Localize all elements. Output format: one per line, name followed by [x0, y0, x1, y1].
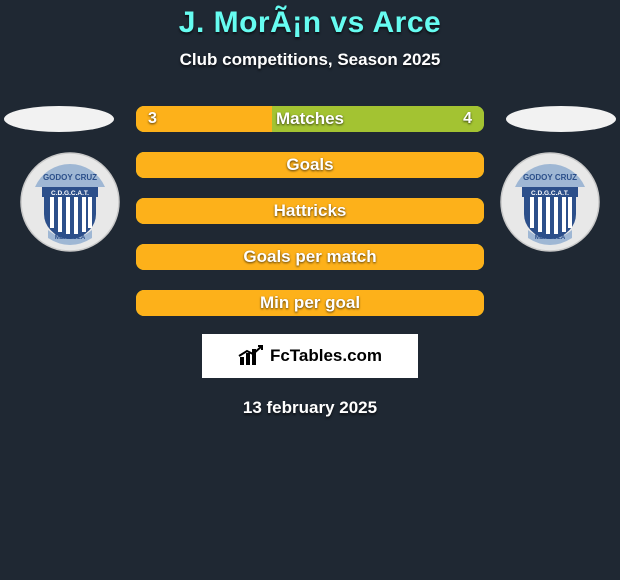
- stat-bar: Min per goal: [136, 290, 484, 316]
- bars-container: Matches3 4 Goals Hattricks Goals per match Mi…: [136, 106, 484, 316]
- badge-top-text: GODOY CRUZ: [523, 173, 577, 182]
- footer-date: 13 february 2025: [0, 398, 620, 418]
- comparison-stage: GODOY CRUZ C.D.G.C.A.T. MENDOZA GODOY CR…: [0, 106, 620, 418]
- page-subtitle: Club competitions, Season 2025: [180, 50, 441, 70]
- brand-chart-icon: [238, 345, 264, 367]
- badge-bottom-text: MENDOZA: [535, 235, 566, 241]
- left-player-oval: [4, 106, 114, 132]
- bar-value-right: 4: [451, 106, 484, 132]
- bar-label: Matches: [136, 106, 484, 132]
- stat-bar: Matches3 4: [136, 106, 484, 132]
- badge-mid-text: C.D.G.C.A.T.: [531, 190, 569, 197]
- badge-bottom-text: MENDOZA: [55, 235, 86, 241]
- bar-label: Min per goal: [136, 290, 484, 316]
- stat-bar: Hattricks: [136, 198, 484, 224]
- bar-value-left: 3: [136, 106, 169, 132]
- bar-label: Goals: [136, 152, 484, 178]
- brand-text: FcTables.com: [270, 346, 382, 366]
- brand-box: FcTables.com: [202, 334, 418, 378]
- badge-top-text: GODOY CRUZ: [43, 173, 97, 182]
- stat-bar: Goals: [136, 152, 484, 178]
- club-crest-icon: GODOY CRUZ C.D.G.C.A.T. MENDOZA: [500, 152, 600, 252]
- badge-mid-text: C.D.G.C.A.T.: [51, 190, 89, 197]
- right-club-badge: GODOY CRUZ C.D.G.C.A.T. MENDOZA: [500, 152, 600, 252]
- bar-label: Hattricks: [136, 198, 484, 224]
- right-player-oval: [506, 106, 616, 132]
- club-crest-icon: GODOY CRUZ C.D.G.C.A.T. MENDOZA: [20, 152, 120, 252]
- bar-label: Goals per match: [136, 244, 484, 270]
- content-container: J. MorÃ¡n vs Arce Club competitions, Sea…: [0, 0, 620, 580]
- page-title: J. MorÃ¡n vs Arce: [179, 6, 441, 40]
- left-club-badge: GODOY CRUZ C.D.G.C.A.T. MENDOZA: [20, 152, 120, 252]
- stat-bar: Goals per match: [136, 244, 484, 270]
